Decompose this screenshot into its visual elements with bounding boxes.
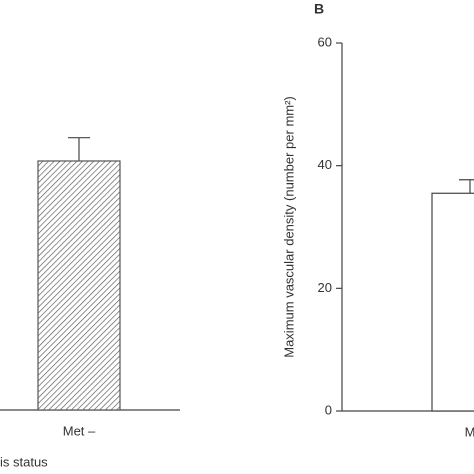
x-tick-label: M (465, 424, 474, 439)
bar (431, 192, 474, 412)
y-axis-label: Maximum vascular density (number per mm²… (281, 96, 296, 358)
x-axis-label: is status (0, 454, 48, 469)
y-tick-label: 0 (325, 402, 332, 417)
panel-label: B (314, 1, 324, 17)
x-tick-label: Met – (63, 423, 96, 438)
bar (37, 160, 121, 411)
y-tick-label: 40 (318, 157, 332, 172)
y-tick-label: 60 (318, 34, 332, 49)
y-tick-label: 20 (318, 280, 332, 295)
